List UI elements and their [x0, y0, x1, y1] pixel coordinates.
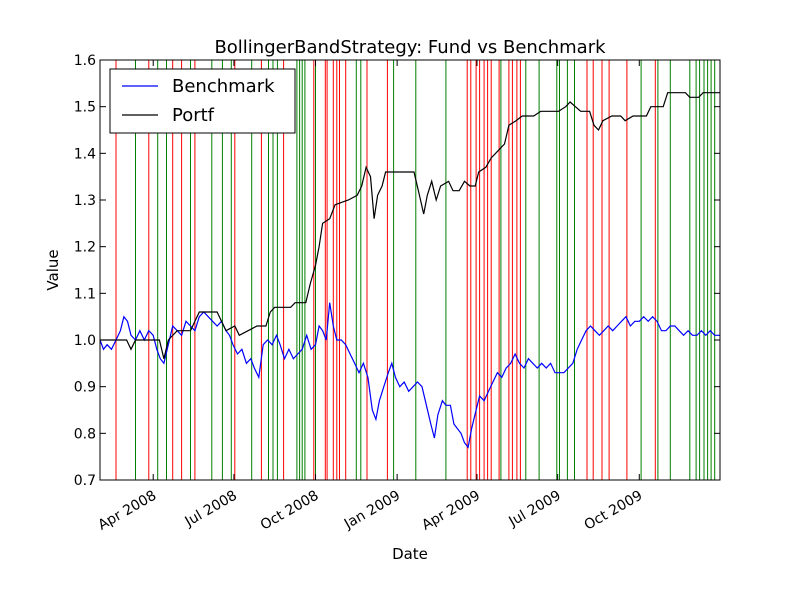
y-tick-label-5: 1.2	[74, 240, 96, 256]
legend-label-portf: Portf	[172, 105, 215, 126]
legend: Benchmark Portf	[109, 68, 296, 134]
series-line-portf	[100, 92, 720, 359]
y-tick-label-2: 0.9	[74, 380, 96, 396]
legend-box	[109, 68, 296, 134]
y-tick-label-1: 0.8	[74, 426, 96, 442]
y-tick-label-8: 1.5	[74, 100, 96, 116]
y-tick-label-3: 1.0	[74, 333, 96, 349]
series-lines	[100, 92, 720, 449]
plot-frame	[99, 59, 721, 481]
series-line-benchmark	[100, 302, 720, 449]
y-tick-label-0: 0.7	[74, 473, 96, 489]
legend-label-benchmark: Benchmark	[172, 76, 275, 97]
y-tick-label-4: 1.1	[74, 286, 96, 302]
y-tick-label-7: 1.4	[74, 146, 96, 162]
y-tick-label-6: 1.3	[74, 193, 96, 209]
chart-title: BollingerBandStrategy: Fund vs Benchmark	[214, 37, 606, 58]
y-axis-label: Value	[44, 249, 62, 290]
y-tick-label-9: 1.6	[74, 53, 96, 69]
x-axis-label: Date	[392, 545, 428, 563]
y-axis: 0.7 0.8 0.9 1.0 1.1 1.2 1.3 1.4 1.5 1.6	[74, 53, 720, 489]
